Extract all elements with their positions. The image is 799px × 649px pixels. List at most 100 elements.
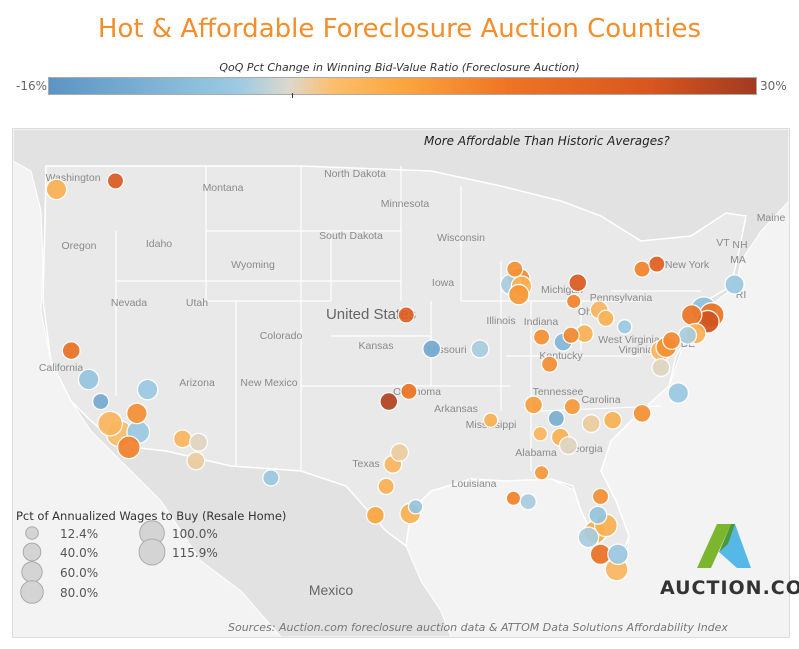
map-label: Iowa bbox=[432, 277, 454, 289]
county-point[interactable] bbox=[482, 412, 499, 428]
county-point[interactable] bbox=[607, 543, 629, 566]
map-label: Pennsylvania bbox=[590, 292, 653, 304]
map-label: Arizona bbox=[179, 377, 215, 389]
map-label: Idaho bbox=[146, 238, 172, 250]
map-label: Tennessee bbox=[533, 386, 584, 398]
map-points bbox=[45, 172, 745, 582]
county-point[interactable] bbox=[77, 368, 100, 391]
county-point[interactable] bbox=[563, 397, 582, 416]
map-label: North Dakota bbox=[324, 168, 386, 180]
map-label: Wisconsin bbox=[437, 232, 485, 244]
county-point[interactable] bbox=[588, 505, 608, 525]
size-legend-circle bbox=[25, 526, 39, 540]
county-point[interactable] bbox=[422, 339, 442, 359]
auction-logo-text: AUCTION.COM bbox=[660, 577, 799, 599]
map-label: Kansas bbox=[358, 340, 393, 352]
map[interactable]: Washington Montana North Dakota Minnesota So… bbox=[12, 128, 790, 638]
county-point[interactable] bbox=[262, 469, 280, 487]
county-point[interactable] bbox=[61, 341, 81, 361]
county-point[interactable] bbox=[565, 293, 582, 310]
county-point[interactable] bbox=[379, 391, 399, 412]
county-point[interactable] bbox=[507, 283, 530, 306]
county-point[interactable] bbox=[651, 358, 671, 378]
county-point[interactable] bbox=[662, 330, 682, 350]
map-label: Alabama bbox=[515, 447, 557, 459]
map-label: Texas bbox=[352, 458, 379, 470]
map-label: Virginia bbox=[619, 344, 654, 356]
county-point[interactable] bbox=[186, 451, 206, 471]
county-point[interactable] bbox=[189, 432, 209, 452]
size-legend-item: 80.0% bbox=[60, 586, 99, 600]
size-legend-circle bbox=[20, 580, 44, 604]
county-point[interactable] bbox=[106, 172, 125, 190]
county-point[interactable] bbox=[581, 414, 601, 434]
county-point[interactable] bbox=[505, 490, 522, 507]
county-point[interactable] bbox=[616, 319, 633, 335]
size-legend-item: 115.9% bbox=[172, 546, 218, 560]
map-label: RI bbox=[736, 289, 747, 301]
county-point[interactable] bbox=[97, 410, 124, 437]
map-label: West Virginia bbox=[598, 334, 660, 346]
county-point[interactable] bbox=[136, 378, 159, 401]
map-label: Maine bbox=[757, 212, 786, 224]
auction-logo-icon bbox=[697, 524, 751, 568]
size-legend-circle bbox=[21, 561, 43, 583]
county-point[interactable] bbox=[377, 477, 395, 496]
map-label: South Dakota bbox=[319, 230, 383, 242]
county-point[interactable] bbox=[632, 403, 652, 423]
map-label: Montana bbox=[203, 182, 244, 194]
county-point[interactable] bbox=[667, 382, 690, 404]
color-legend-title: QoQ Pct Change in Winning Bid-Value Rati… bbox=[219, 61, 580, 74]
size-legend-circle bbox=[138, 538, 166, 566]
county-point[interactable] bbox=[568, 273, 588, 293]
county-point[interactable] bbox=[407, 498, 424, 515]
county-point[interactable] bbox=[116, 435, 141, 460]
map-label: Wyoming bbox=[231, 259, 275, 271]
map-label: NH bbox=[732, 239, 747, 251]
map-label: New York bbox=[665, 259, 710, 271]
county-point[interactable] bbox=[397, 306, 415, 324]
county-point[interactable] bbox=[532, 328, 551, 346]
map-label: United States bbox=[326, 306, 416, 323]
map-label: Colorado bbox=[260, 330, 303, 342]
color-legend-max: 30% bbox=[760, 79, 787, 93]
county-point[interactable] bbox=[648, 255, 666, 273]
map-label: Indiana bbox=[524, 316, 559, 328]
map-label: Nevada bbox=[111, 297, 147, 309]
map-label: Oregon bbox=[61, 240, 96, 252]
county-point[interactable] bbox=[558, 436, 578, 456]
county-point[interactable] bbox=[390, 442, 410, 462]
county-point[interactable] bbox=[400, 382, 418, 401]
map-label: Mexico bbox=[309, 582, 354, 598]
county-point[interactable] bbox=[506, 260, 524, 278]
county-point[interactable] bbox=[724, 274, 745, 295]
county-point[interactable] bbox=[577, 526, 600, 549]
map-label: Minnesota bbox=[381, 198, 430, 210]
county-point[interactable] bbox=[591, 487, 610, 506]
county-point[interactable] bbox=[91, 392, 110, 411]
county-point[interactable] bbox=[603, 410, 623, 430]
county-point[interactable] bbox=[126, 402, 148, 425]
county-point[interactable] bbox=[562, 326, 580, 345]
map-label: Louisiana bbox=[452, 478, 497, 490]
page-title: Hot & Affordable Foreclosure Auction Cou… bbox=[97, 14, 702, 44]
color-legend-min: -16% bbox=[16, 79, 48, 93]
color-legend-bar bbox=[48, 77, 757, 95]
county-point[interactable] bbox=[540, 355, 559, 373]
source-note: Sources: Auction.com foreclosure auction… bbox=[228, 621, 728, 634]
map-question: More Affordable Than Historic Averages? bbox=[424, 134, 670, 148]
county-point[interactable] bbox=[365, 505, 385, 525]
county-point[interactable] bbox=[533, 464, 550, 481]
county-point[interactable] bbox=[470, 339, 490, 359]
size-legend-item: 60.0% bbox=[60, 566, 99, 580]
county-point[interactable] bbox=[524, 395, 544, 415]
map-label: VT bbox=[716, 237, 730, 249]
county-point[interactable] bbox=[45, 178, 68, 201]
map-label: Carolina bbox=[581, 394, 620, 406]
size-legend-circle bbox=[22, 542, 42, 562]
county-point[interactable] bbox=[597, 309, 615, 328]
county-point[interactable] bbox=[547, 409, 566, 428]
county-point[interactable] bbox=[532, 425, 549, 442]
